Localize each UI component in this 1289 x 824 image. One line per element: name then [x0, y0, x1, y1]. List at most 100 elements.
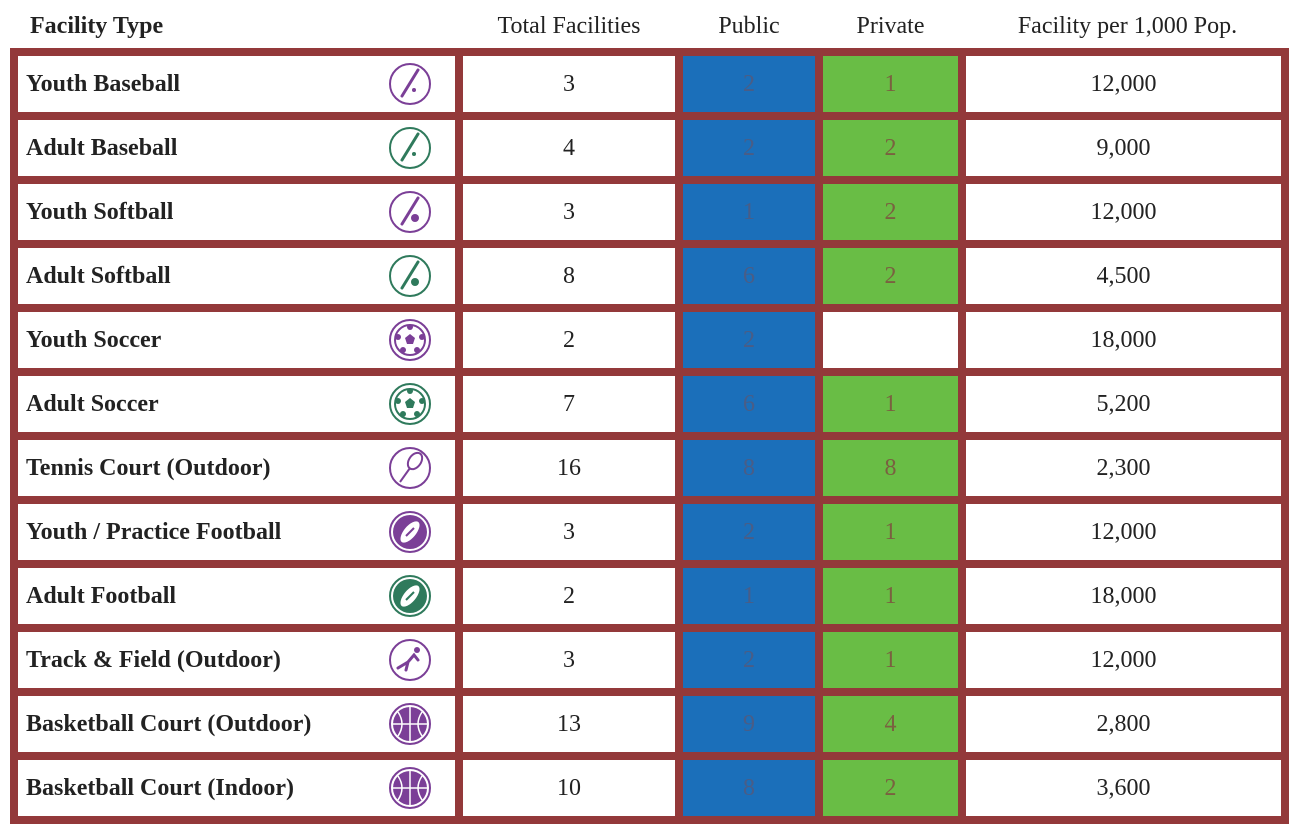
cell-text: 4: [884, 710, 897, 737]
table-cell: 18,000: [966, 312, 1281, 368]
facility-name: Tennis Court (Outdoor): [18, 440, 455, 496]
header-cell: Private: [856, 13, 925, 39]
table-cell: 2: [463, 312, 675, 368]
cell-text: 5,200: [1096, 390, 1151, 417]
cell-text: Basketball Court (Outdoor): [26, 710, 312, 737]
cell-text: 3: [563, 198, 575, 225]
cell-text: 12,000: [1090, 646, 1157, 673]
facility-name: Basketball Court (Indoor): [18, 760, 455, 816]
cell-text: 3: [563, 646, 575, 673]
cell-text: 2: [743, 134, 755, 161]
cell-text: 2: [884, 774, 897, 801]
table-cell: 4: [823, 696, 958, 752]
cell-text: 4,500: [1096, 262, 1151, 289]
facility-name: Youth Baseball: [18, 56, 455, 112]
cell-text: 1: [743, 582, 755, 609]
cell-text: 1: [884, 582, 897, 609]
table-cell: 2: [823, 760, 958, 816]
cell-text: 8: [884, 454, 897, 481]
sport-icon: [389, 319, 431, 361]
table-cell: [823, 312, 958, 368]
table-cell: 12,000: [966, 184, 1281, 240]
table-cell: 1: [683, 184, 815, 240]
cell-text: 1: [884, 70, 897, 97]
table-cell: 12,000: [966, 632, 1281, 688]
table-cell: 18,000: [966, 568, 1281, 624]
cell-text: 10: [557, 774, 581, 801]
sport-icon: [389, 447, 431, 489]
cell-text: 2: [743, 646, 755, 673]
cell-text: 9: [743, 710, 755, 737]
cell-text: Youth Soccer: [26, 326, 162, 353]
sport-icon: [389, 767, 431, 809]
cell-text: Youth Baseball: [26, 70, 181, 97]
header-cell: Total Facilities: [497, 13, 641, 39]
table-cell: 1: [823, 632, 958, 688]
table-cell: 3: [463, 184, 675, 240]
table-cell: 2: [683, 312, 815, 368]
header-cell: Facility Type: [30, 13, 164, 39]
cell-text: 2: [884, 134, 897, 161]
table-cell: 3,600: [966, 760, 1281, 816]
table-cell: 5,200: [966, 376, 1281, 432]
cell-text: 6: [743, 262, 755, 289]
facility-name: Basketball Court (Outdoor): [18, 696, 455, 752]
cell-text: Adult Softball: [26, 262, 171, 289]
table-cell: 1: [683, 568, 815, 624]
table-cell: 3: [463, 504, 675, 560]
cell-text: 8: [563, 262, 575, 289]
cell-text: Tennis Court (Outdoor): [26, 454, 271, 481]
table-cell: 2: [823, 184, 958, 240]
sport-icon: [389, 63, 431, 105]
cell-text: 2: [743, 326, 755, 353]
table-cell: 8: [823, 440, 958, 496]
table-cell: 10: [463, 760, 675, 816]
cell-text: 2: [884, 198, 897, 225]
sport-icon: [389, 255, 431, 297]
sport-icon: [389, 127, 431, 169]
table-cell: 2: [463, 568, 675, 624]
cell-text: 3: [563, 518, 575, 545]
table-cell: 1: [823, 376, 958, 432]
sport-icon: [389, 511, 431, 553]
table-cell: 2: [683, 632, 815, 688]
cell-text: 3,600: [1096, 774, 1151, 801]
cell-text: Adult Soccer: [26, 390, 159, 417]
cell-text: 2: [743, 70, 755, 97]
cell-text: 2,800: [1096, 710, 1151, 737]
sport-icon: [389, 703, 431, 745]
cell-text: 8: [743, 454, 755, 481]
sport-icon: [389, 383, 431, 425]
cell-text: 12,000: [1090, 198, 1157, 225]
table-cell: 8: [463, 248, 675, 304]
table-cell: 3: [463, 632, 675, 688]
table-cell: 12,000: [966, 56, 1281, 112]
facility-name: Youth Soccer: [18, 312, 455, 368]
table-cell: 8: [683, 440, 815, 496]
cell-text: Youth Softball: [26, 198, 174, 225]
table-cell: 1: [823, 568, 958, 624]
facility-name: Youth / Practice Football: [18, 504, 455, 560]
table-cell: 2: [683, 120, 815, 176]
cell-text: 13: [557, 710, 581, 737]
cell-text: 18,000: [1090, 582, 1157, 609]
cell-text: 2,300: [1096, 454, 1151, 481]
cell-text: 9,000: [1096, 134, 1151, 161]
cell-text: 2: [563, 582, 575, 609]
facility-name: Adult Baseball: [18, 120, 455, 176]
cell-text: 3: [563, 70, 575, 97]
cell-text: Adult Baseball: [26, 134, 178, 161]
cell-text: 16: [557, 454, 581, 481]
table-cell: 9,000: [966, 120, 1281, 176]
sport-icon: [389, 191, 431, 233]
table-cell: 7: [463, 376, 675, 432]
table-cell: 9: [683, 696, 815, 752]
sport-icon: [389, 639, 431, 681]
table-cell: 1: [823, 504, 958, 560]
facility-name: Adult Softball: [18, 248, 455, 304]
table-cell: 16: [463, 440, 675, 496]
cell-text: 8: [743, 774, 755, 801]
table-cell: 4: [463, 120, 675, 176]
header-cell: Facility per 1,000 Pop.: [1017, 13, 1238, 39]
sport-icon: [389, 575, 431, 617]
